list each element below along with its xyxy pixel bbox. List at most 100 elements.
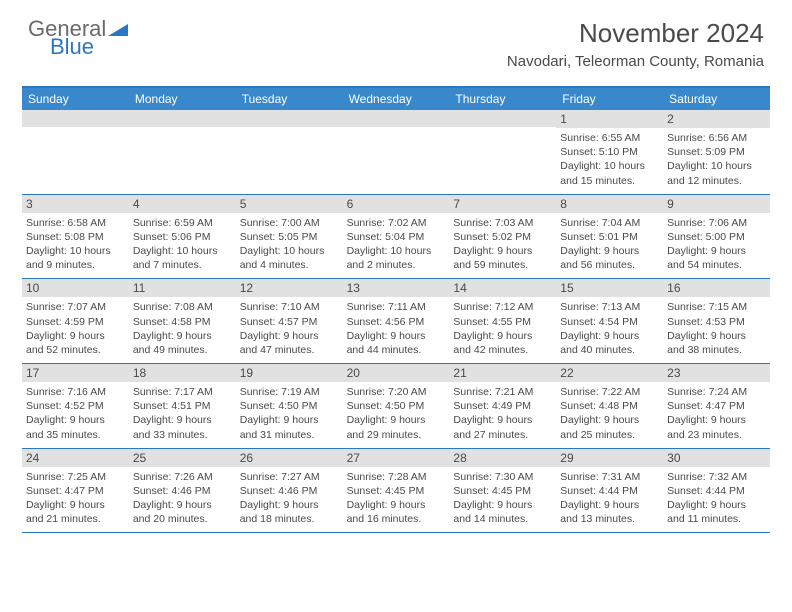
- week-row: 1Sunrise: 6:55 AMSunset: 5:10 PMDaylight…: [22, 110, 770, 195]
- day-detail-line: Daylight: 9 hours and 42 minutes.: [453, 329, 552, 357]
- day-number: 1: [556, 110, 663, 128]
- weekday-header: Monday: [129, 88, 236, 110]
- day-cell: 10Sunrise: 7:07 AMSunset: 4:59 PMDayligh…: [22, 279, 129, 363]
- day-detail-line: Daylight: 10 hours and 15 minutes.: [560, 159, 659, 187]
- day-detail-line: Sunset: 4:48 PM: [560, 399, 659, 413]
- day-detail-line: Sunset: 4:47 PM: [667, 399, 766, 413]
- weekday-header: Saturday: [663, 88, 770, 110]
- weekday-header: Wednesday: [343, 88, 450, 110]
- day-detail-line: Sunrise: 7:24 AM: [667, 385, 766, 399]
- day-detail-line: Daylight: 9 hours and 49 minutes.: [133, 329, 232, 357]
- day-details: Sunrise: 7:16 AMSunset: 4:52 PMDaylight:…: [26, 385, 125, 442]
- day-detail-line: Sunrise: 7:10 AM: [240, 300, 339, 314]
- day-detail-line: Sunset: 4:58 PM: [133, 315, 232, 329]
- day-cell: 27 Sunrise: 7:28 AMSunset: 4:45 PMDayligh…: [343, 449, 450, 533]
- day-number: 7: [449, 195, 556, 213]
- day-cell: 5Sunrise: 7:00 AMSunset: 5:05 PMDaylight…: [236, 195, 343, 279]
- day-detail-line: Daylight: 9 hours and 25 minutes.: [560, 413, 659, 441]
- day-detail-line: Daylight: 9 hours and 54 minutes.: [667, 244, 766, 272]
- day-detail-line: Daylight: 9 hours and 27 minutes.: [453, 413, 552, 441]
- day-detail-line: Daylight: 10 hours and 9 minutes.: [26, 244, 125, 272]
- day-detail-line: Sunset: 4:46 PM: [133, 484, 232, 498]
- day-number: 17: [22, 364, 129, 382]
- weekday-header: Friday: [556, 88, 663, 110]
- day-cell: 21Sunrise: 7:21 AMSunset: 4:49 PMDayligh…: [449, 364, 556, 448]
- day-detail-line: Sunset: 5:04 PM: [347, 230, 446, 244]
- day-detail-line: Sunset: 5:00 PM: [667, 230, 766, 244]
- day-detail-line: Sunset: 4:44 PM: [560, 484, 659, 498]
- title-block: November 2024 Navodari, Teleorman County…: [507, 18, 764, 70]
- day-cell: 3Sunrise: 6:58 AMSunset: 5:08 PMDaylight…: [22, 195, 129, 279]
- day-detail-line: Daylight: 10 hours and 7 minutes.: [133, 244, 232, 272]
- day-detail-line: Sunrise: 7:32 AM: [667, 470, 766, 484]
- week-row: 3Sunrise: 6:58 AMSunset: 5:08 PMDaylight…: [22, 195, 770, 280]
- day-number: 14: [449, 279, 556, 297]
- day-details: Sunrise: 7:17 AMSunset: 4:51 PMDaylight:…: [133, 385, 232, 442]
- day-number: 27: [343, 449, 450, 467]
- day-detail-line: Sunrise: 7:07 AM: [26, 300, 125, 314]
- day-detail-line: Daylight: 9 hours and 40 minutes.: [560, 329, 659, 357]
- day-details: Sunrise: 7:31 AMSunset: 4:44 PMDaylight:…: [560, 470, 659, 527]
- day-number: 9: [663, 195, 770, 213]
- day-cell: 19Sunrise: 7:19 AMSunset: 4:50 PMDayligh…: [236, 364, 343, 448]
- day-detail-line: Daylight: 9 hours and 38 minutes.: [667, 329, 766, 357]
- day-cell: [22, 110, 129, 194]
- day-cell: [129, 110, 236, 194]
- day-details: Sunrise: 7:00 AMSunset: 5:05 PMDaylight:…: [240, 216, 339, 273]
- logo: General Blue: [28, 18, 128, 58]
- day-number: 21: [449, 364, 556, 382]
- day-detail-line: Sunset: 4:55 PM: [453, 315, 552, 329]
- day-cell: 30Sunrise: 7:32 AMSunset: 4:44 PMDayligh…: [663, 449, 770, 533]
- day-details: Sunrise: 7:08 AMSunset: 4:58 PMDaylight:…: [133, 300, 232, 357]
- day-detail-line: Sunset: 5:08 PM: [26, 230, 125, 244]
- day-cell: 12Sunrise: 7:10 AMSunset: 4:57 PMDayligh…: [236, 279, 343, 363]
- day-detail-line: Daylight: 9 hours and 16 minutes.: [347, 498, 446, 526]
- weekday-header: Sunday: [22, 88, 129, 110]
- day-cell: 7Sunrise: 7:03 AMSunset: 5:02 PMDaylight…: [449, 195, 556, 279]
- day-cell: 29Sunrise: 7:31 AMSunset: 4:44 PMDayligh…: [556, 449, 663, 533]
- day-detail-line: Sunset: 4:56 PM: [347, 315, 446, 329]
- day-number: 19: [236, 364, 343, 382]
- calendar: Sunday Monday Tuesday Wednesday Thursday…: [22, 86, 770, 533]
- day-detail-line: Sunrise: 7:00 AM: [240, 216, 339, 230]
- day-cell: 11 Sunrise: 7:08 AMSunset: 4:58 PMDayligh…: [129, 279, 236, 363]
- day-detail-line: Daylight: 10 hours and 4 minutes.: [240, 244, 339, 272]
- day-cell: 20Sunrise: 7:20 AMSunset: 4:50 PMDayligh…: [343, 364, 450, 448]
- day-details: Sunrise: 7:06 AMSunset: 5:00 PMDaylight:…: [667, 216, 766, 273]
- day-cell: 6Sunrise: 7:02 AMSunset: 5:04 PMDaylight…: [343, 195, 450, 279]
- day-detail-line: Daylight: 9 hours and 56 minutes.: [560, 244, 659, 272]
- day-number: 20: [343, 364, 450, 382]
- day-cell: [343, 110, 450, 194]
- day-detail-line: Sunset: 4:44 PM: [667, 484, 766, 498]
- weekday-header: Tuesday: [236, 88, 343, 110]
- day-detail-line: Sunrise: 7:26 AM: [133, 470, 232, 484]
- page-subtitle: Navodari, Teleorman County, Romania: [507, 53, 764, 70]
- day-details: Sunrise: 7:28 AMSunset: 4:45 PMDaylight:…: [347, 470, 446, 527]
- day-detail-line: Sunset: 5:09 PM: [667, 145, 766, 159]
- day-detail-line: Sunset: 4:57 PM: [240, 315, 339, 329]
- day-detail-line: Sunrise: 7:04 AM: [560, 216, 659, 230]
- day-number: 11: [129, 279, 236, 297]
- day-number: [129, 110, 236, 127]
- day-detail-line: Sunrise: 7:22 AM: [560, 385, 659, 399]
- day-cell: 24Sunrise: 7:25 AMSunset: 4:47 PMDayligh…: [22, 449, 129, 533]
- day-detail-line: Sunset: 5:10 PM: [560, 145, 659, 159]
- day-detail-line: Sunrise: 7:15 AM: [667, 300, 766, 314]
- day-detail-line: Daylight: 9 hours and 44 minutes.: [347, 329, 446, 357]
- day-number: 10: [22, 279, 129, 297]
- day-detail-line: Sunrise: 7:20 AM: [347, 385, 446, 399]
- day-detail-line: Daylight: 9 hours and 14 minutes.: [453, 498, 552, 526]
- day-detail-line: Sunrise: 7:03 AM: [453, 216, 552, 230]
- day-detail-line: Daylight: 9 hours and 52 minutes.: [26, 329, 125, 357]
- day-number: 26: [236, 449, 343, 467]
- day-cell: 18Sunrise: 7:17 AMSunset: 4:51 PMDayligh…: [129, 364, 236, 448]
- day-number: [343, 110, 450, 127]
- day-detail-line: Daylight: 9 hours and 20 minutes.: [133, 498, 232, 526]
- day-details: Sunrise: 7:15 AMSunset: 4:53 PMDaylight:…: [667, 300, 766, 357]
- day-details: Sunrise: 7:12 AMSunset: 4:55 PMDaylight:…: [453, 300, 552, 357]
- day-details: Sunrise: 7:32 AMSunset: 4:44 PMDaylight:…: [667, 470, 766, 527]
- day-detail-line: Daylight: 9 hours and 23 minutes.: [667, 413, 766, 441]
- day-detail-line: Daylight: 9 hours and 31 minutes.: [240, 413, 339, 441]
- week-row: 24Sunrise: 7:25 AMSunset: 4:47 PMDayligh…: [22, 449, 770, 534]
- day-number: 23: [663, 364, 770, 382]
